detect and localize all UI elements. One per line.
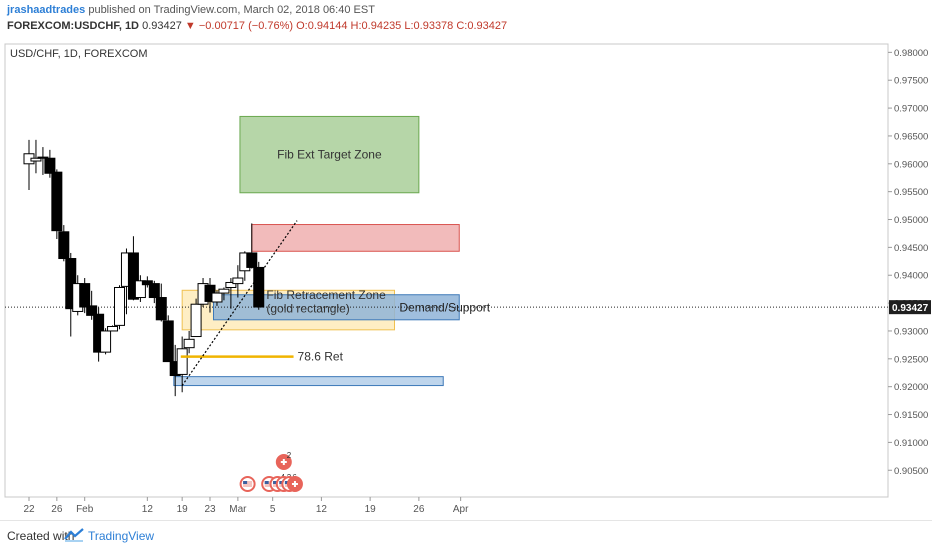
candle-body[interactable] <box>44 157 56 174</box>
candle-body[interactable] <box>183 338 195 349</box>
x-tick-label: 26 <box>51 504 63 515</box>
symbol-label: FOREXCOM:USDCHF, 1D <box>7 20 140 32</box>
author-link[interactable]: jrashaadtrades <box>7 4 86 16</box>
us-flag-canton <box>273 481 278 484</box>
zone-rect[interactable] <box>251 224 460 252</box>
last-price-tag <box>889 300 931 315</box>
candle-body[interactable] <box>162 320 174 363</box>
x-tick-label: Mar <box>229 504 247 515</box>
x-tick-label: 23 <box>204 504 216 515</box>
candle-body[interactable] <box>100 330 112 353</box>
candle-body[interactable] <box>246 252 258 268</box>
publication-header: jrashaadtrades published on TradingView.… <box>0 0 932 36</box>
candle-body[interactable] <box>232 277 244 285</box>
candle-body[interactable] <box>86 305 98 316</box>
chart-title: USD/CHF, 1D, FOREXCOM <box>10 48 148 60</box>
fib-retracement-zone-label: Fib Retracement Zone <box>266 288 386 302</box>
footer: Created with TradingView <box>0 520 932 551</box>
published-text: published on TradingView.com, March 02, … <box>88 4 375 16</box>
candle-body[interactable] <box>176 348 188 375</box>
plot-frame <box>4 43 889 498</box>
candle-body[interactable] <box>114 286 126 326</box>
y-tick-label: 0.91000 <box>894 438 928 449</box>
candle-body[interactable] <box>30 157 42 162</box>
trend-line[interactable] <box>181 220 298 386</box>
last-price: 0.93427 <box>142 20 182 32</box>
x-tick-label: 19 <box>365 504 377 515</box>
candle-body[interactable] <box>218 288 230 294</box>
candle-body[interactable] <box>127 252 139 300</box>
candle-body[interactable] <box>253 266 265 308</box>
candle-body[interactable] <box>79 283 91 308</box>
fib-ext-zone-label: Fib Ext Target Zone <box>277 148 382 162</box>
fib-786-label: 78.6 Ret <box>298 350 344 364</box>
us-flag-canton <box>264 481 269 484</box>
us-flag-canton <box>243 481 248 484</box>
price-change: −0.00717 (−0.76%) <box>198 20 294 32</box>
candle-body[interactable] <box>141 280 153 286</box>
candle-body[interactable] <box>58 231 70 260</box>
x-tick-label: 12 <box>142 504 154 515</box>
y-tick-label: 0.92500 <box>894 354 928 365</box>
down-arrow-icon: ▼ <box>184 20 196 32</box>
price-chart[interactable]: 0.98000 0.97500 0.97000 0.96500 0.96000 0.955… <box>0 38 932 520</box>
us-flag-stripes <box>243 481 253 487</box>
y-tick-label: 0.94000 <box>894 271 928 282</box>
zone-rect[interactable] <box>239 115 420 194</box>
candle-body[interactable] <box>225 281 237 288</box>
y-tick-label: 0.94500 <box>894 243 928 254</box>
event-count-label: 2 <box>287 451 292 460</box>
y-tick-label: 0.97000 <box>894 104 928 115</box>
tradingview-logo-icon <box>64 528 84 542</box>
x-tick-label: Apr <box>453 504 469 515</box>
candle-body[interactable] <box>134 280 146 299</box>
last-price-tag-label: 0.93427 <box>892 303 929 314</box>
x-tick-label: 19 <box>177 504 189 515</box>
us-flag-stripes <box>264 481 274 487</box>
demand-support-label: Demand/Support <box>399 300 490 314</box>
zone-rect[interactable] <box>173 376 444 387</box>
x-tick-label: 22 <box>23 504 35 515</box>
candle-body[interactable] <box>155 297 167 321</box>
y-tick-label: 0.93000 <box>894 326 928 337</box>
us-flag-canton <box>279 481 284 484</box>
candle-body[interactable] <box>51 171 63 232</box>
candle-body[interactable] <box>107 325 119 332</box>
created-with-label: Created with <box>7 529 75 543</box>
ch-flag-cross-v <box>293 481 296 487</box>
y-tick-label: 0.92000 <box>894 382 928 393</box>
publisher-line: jrashaadtrades published on TradingView.… <box>7 4 375 16</box>
ch-flag-cross-v <box>282 459 285 465</box>
y-tick-label: 0.95500 <box>894 187 928 198</box>
y-tick-label: 0.95000 <box>894 215 928 226</box>
fib-retracement-zone-sublabel: (gold rectangle) <box>266 301 349 315</box>
ohlc-values: O:0.94144 H:0.94235 L:0.93378 C:0.93427 <box>296 20 508 32</box>
y-tick-label: 0.96500 <box>894 131 928 142</box>
symbol-line: FOREXCOM:USDCHF, 1D 0.93427 ▼ −0.00717 (… <box>7 20 507 32</box>
y-tick-label: 0.91500 <box>894 410 928 421</box>
candle-body[interactable] <box>37 156 49 159</box>
candle-body[interactable] <box>190 303 202 338</box>
x-tick-label: 5 <box>270 504 276 515</box>
us-flag-canton <box>284 481 289 484</box>
tradingview-brand-link[interactable]: TradingView <box>88 529 155 543</box>
y-tick-label: 0.98000 <box>894 48 928 59</box>
y-tick-label: 0.90500 <box>894 466 928 477</box>
candle-body[interactable] <box>148 283 160 299</box>
candle-body[interactable] <box>211 292 223 303</box>
y-tick-label: 0.96000 <box>894 159 928 170</box>
y-tick-label: 0.97500 <box>894 76 928 87</box>
x-tick-label: 26 <box>413 504 425 515</box>
x-tick-label: Feb <box>76 504 94 515</box>
x-tick-label: 12 <box>316 504 328 515</box>
